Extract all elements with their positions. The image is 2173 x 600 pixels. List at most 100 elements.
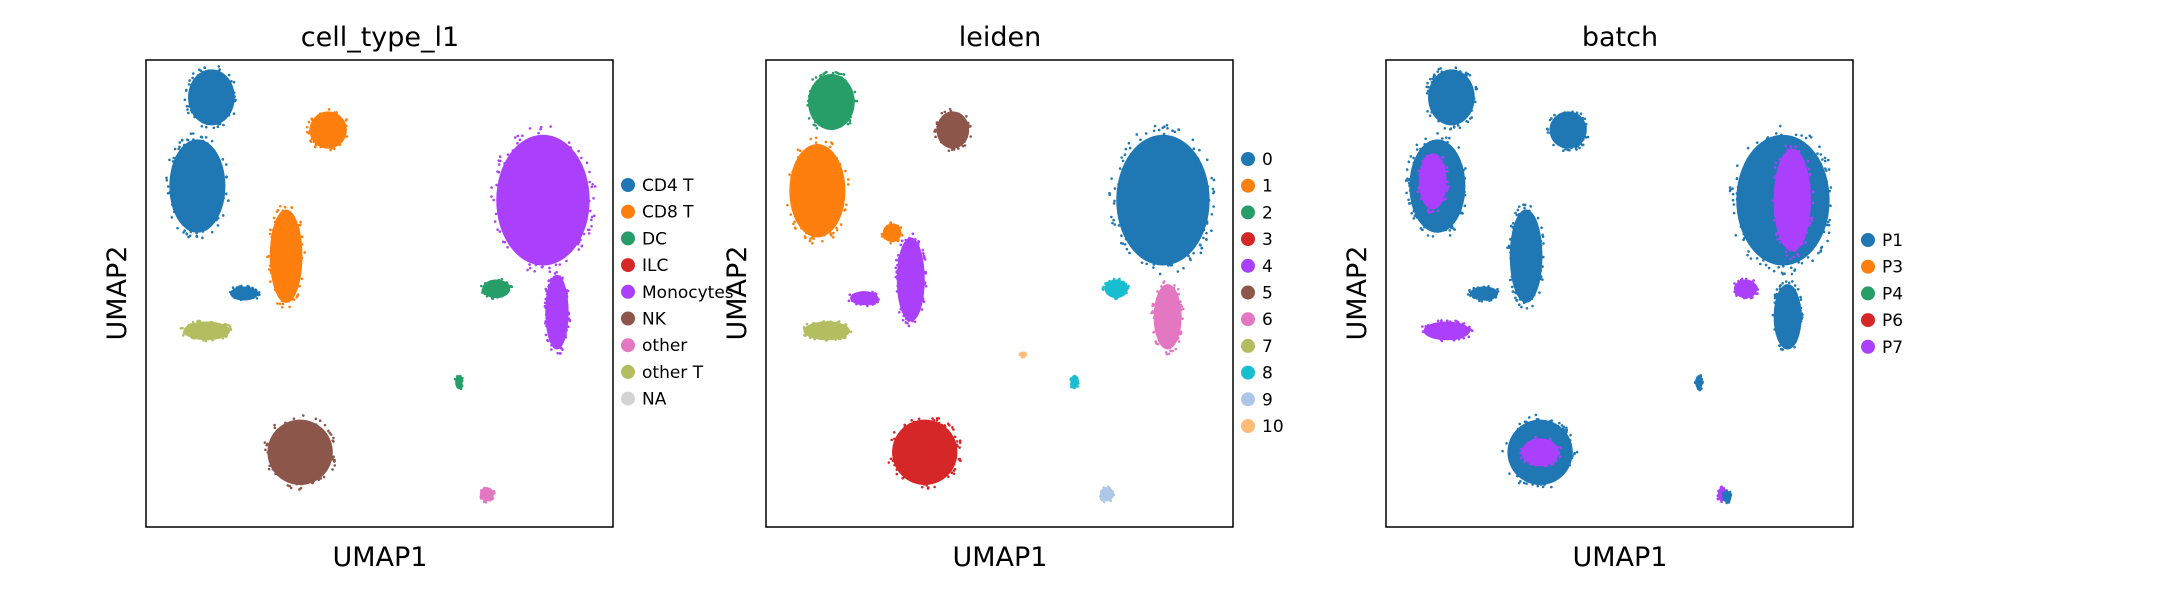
cell-point (1496, 290, 1500, 293)
cell-point (1785, 345, 1788, 349)
legend-label: 8 (1262, 364, 1273, 384)
cell-point (1167, 255, 1171, 259)
cell-point (172, 210, 176, 214)
cell-point (955, 443, 959, 447)
cell-point (1827, 168, 1831, 171)
cell-point (1421, 228, 1424, 232)
cell-point (1751, 296, 1754, 299)
cell-point (904, 321, 908, 324)
cell-point (1510, 441, 1514, 445)
legend-label: NK (642, 310, 667, 330)
cell-point (1442, 164, 1446, 168)
scatter-points (786, 70, 1216, 504)
legend-marker (1241, 285, 1255, 300)
cell-point (1799, 241, 1803, 245)
cell-point (481, 290, 484, 294)
cell-point (910, 478, 914, 482)
cell-point (1776, 299, 1779, 303)
cell-point (192, 138, 195, 141)
cell-point (240, 286, 244, 289)
cell-point (176, 226, 179, 230)
cell-point (1512, 434, 1515, 438)
cell-point (498, 197, 501, 200)
cell-point (824, 146, 827, 150)
cell-point (1444, 197, 1448, 201)
cell-point (1424, 324, 1427, 328)
cell-point (585, 203, 589, 207)
cell-point (1543, 482, 1546, 486)
cell-point (1763, 141, 1767, 144)
cell-point (1796, 252, 1799, 256)
cell-point (1517, 303, 1521, 307)
cell-point (237, 297, 240, 301)
cell-point (203, 224, 207, 227)
cell-point (1778, 170, 1782, 174)
cell-point (1807, 191, 1810, 194)
cell-point (282, 297, 286, 301)
cell-point (804, 231, 808, 235)
cell-point (224, 323, 227, 326)
cell-point (1796, 333, 1800, 337)
cell-point (1799, 319, 1803, 323)
cell-point (1563, 428, 1566, 432)
cell-point (1120, 156, 1123, 159)
cell-point (1469, 294, 1472, 297)
cell-point (500, 294, 504, 298)
cell-point (1811, 259, 1814, 263)
cell-point (344, 130, 347, 134)
cell-point (1518, 422, 1521, 426)
cell-point (923, 282, 927, 286)
cell-point (497, 159, 501, 162)
cell-point (1510, 262, 1514, 266)
cell-point (479, 489, 483, 492)
cell-point (186, 138, 190, 142)
cluster-edge-points (1771, 280, 1804, 351)
cell-point (273, 220, 277, 224)
cell-point (483, 284, 486, 288)
cell-point (1153, 124, 1157, 128)
cell-point (566, 145, 570, 149)
cell-point (939, 427, 942, 430)
cell-point (295, 295, 299, 299)
cell-point (173, 161, 177, 164)
cell-point (1568, 452, 1572, 456)
cell-point (1577, 114, 1580, 117)
cell-point (1515, 298, 1518, 302)
cell-point (1192, 251, 1195, 255)
cell-point (1075, 377, 1079, 380)
cell-point (1698, 388, 1702, 392)
cell-point (1581, 119, 1585, 123)
cell-point (342, 135, 346, 138)
cell-point (1725, 501, 1728, 505)
cell-point (308, 421, 312, 425)
cell-point (234, 98, 237, 102)
cell-point (546, 296, 549, 299)
cell-point (921, 248, 925, 252)
cell-point (963, 144, 967, 147)
cell-point (1781, 160, 1785, 163)
cell-point (278, 302, 282, 306)
cell-point (1505, 441, 1508, 445)
cell-point (1513, 465, 1517, 469)
cell-point (849, 111, 853, 115)
cell-point (789, 213, 793, 216)
cell-point (1809, 172, 1812, 176)
cell-point (1157, 128, 1161, 132)
cell-point (1510, 278, 1514, 281)
cell-point (825, 70, 828, 74)
cell-point (1166, 346, 1170, 350)
cell-point (178, 145, 181, 149)
cell-point (800, 226, 803, 230)
cell-point (554, 137, 558, 141)
cell-point (1577, 143, 1581, 146)
cell-point (804, 328, 807, 331)
cell-point (1515, 474, 1519, 478)
cell-point (225, 175, 228, 179)
cell-point (896, 263, 899, 267)
cell-point (1459, 209, 1462, 212)
cell-point (490, 186, 493, 189)
cell-point (577, 248, 581, 251)
cell-point (1141, 247, 1144, 250)
cell-point (1556, 424, 1560, 428)
cell-cluster (1153, 284, 1182, 350)
